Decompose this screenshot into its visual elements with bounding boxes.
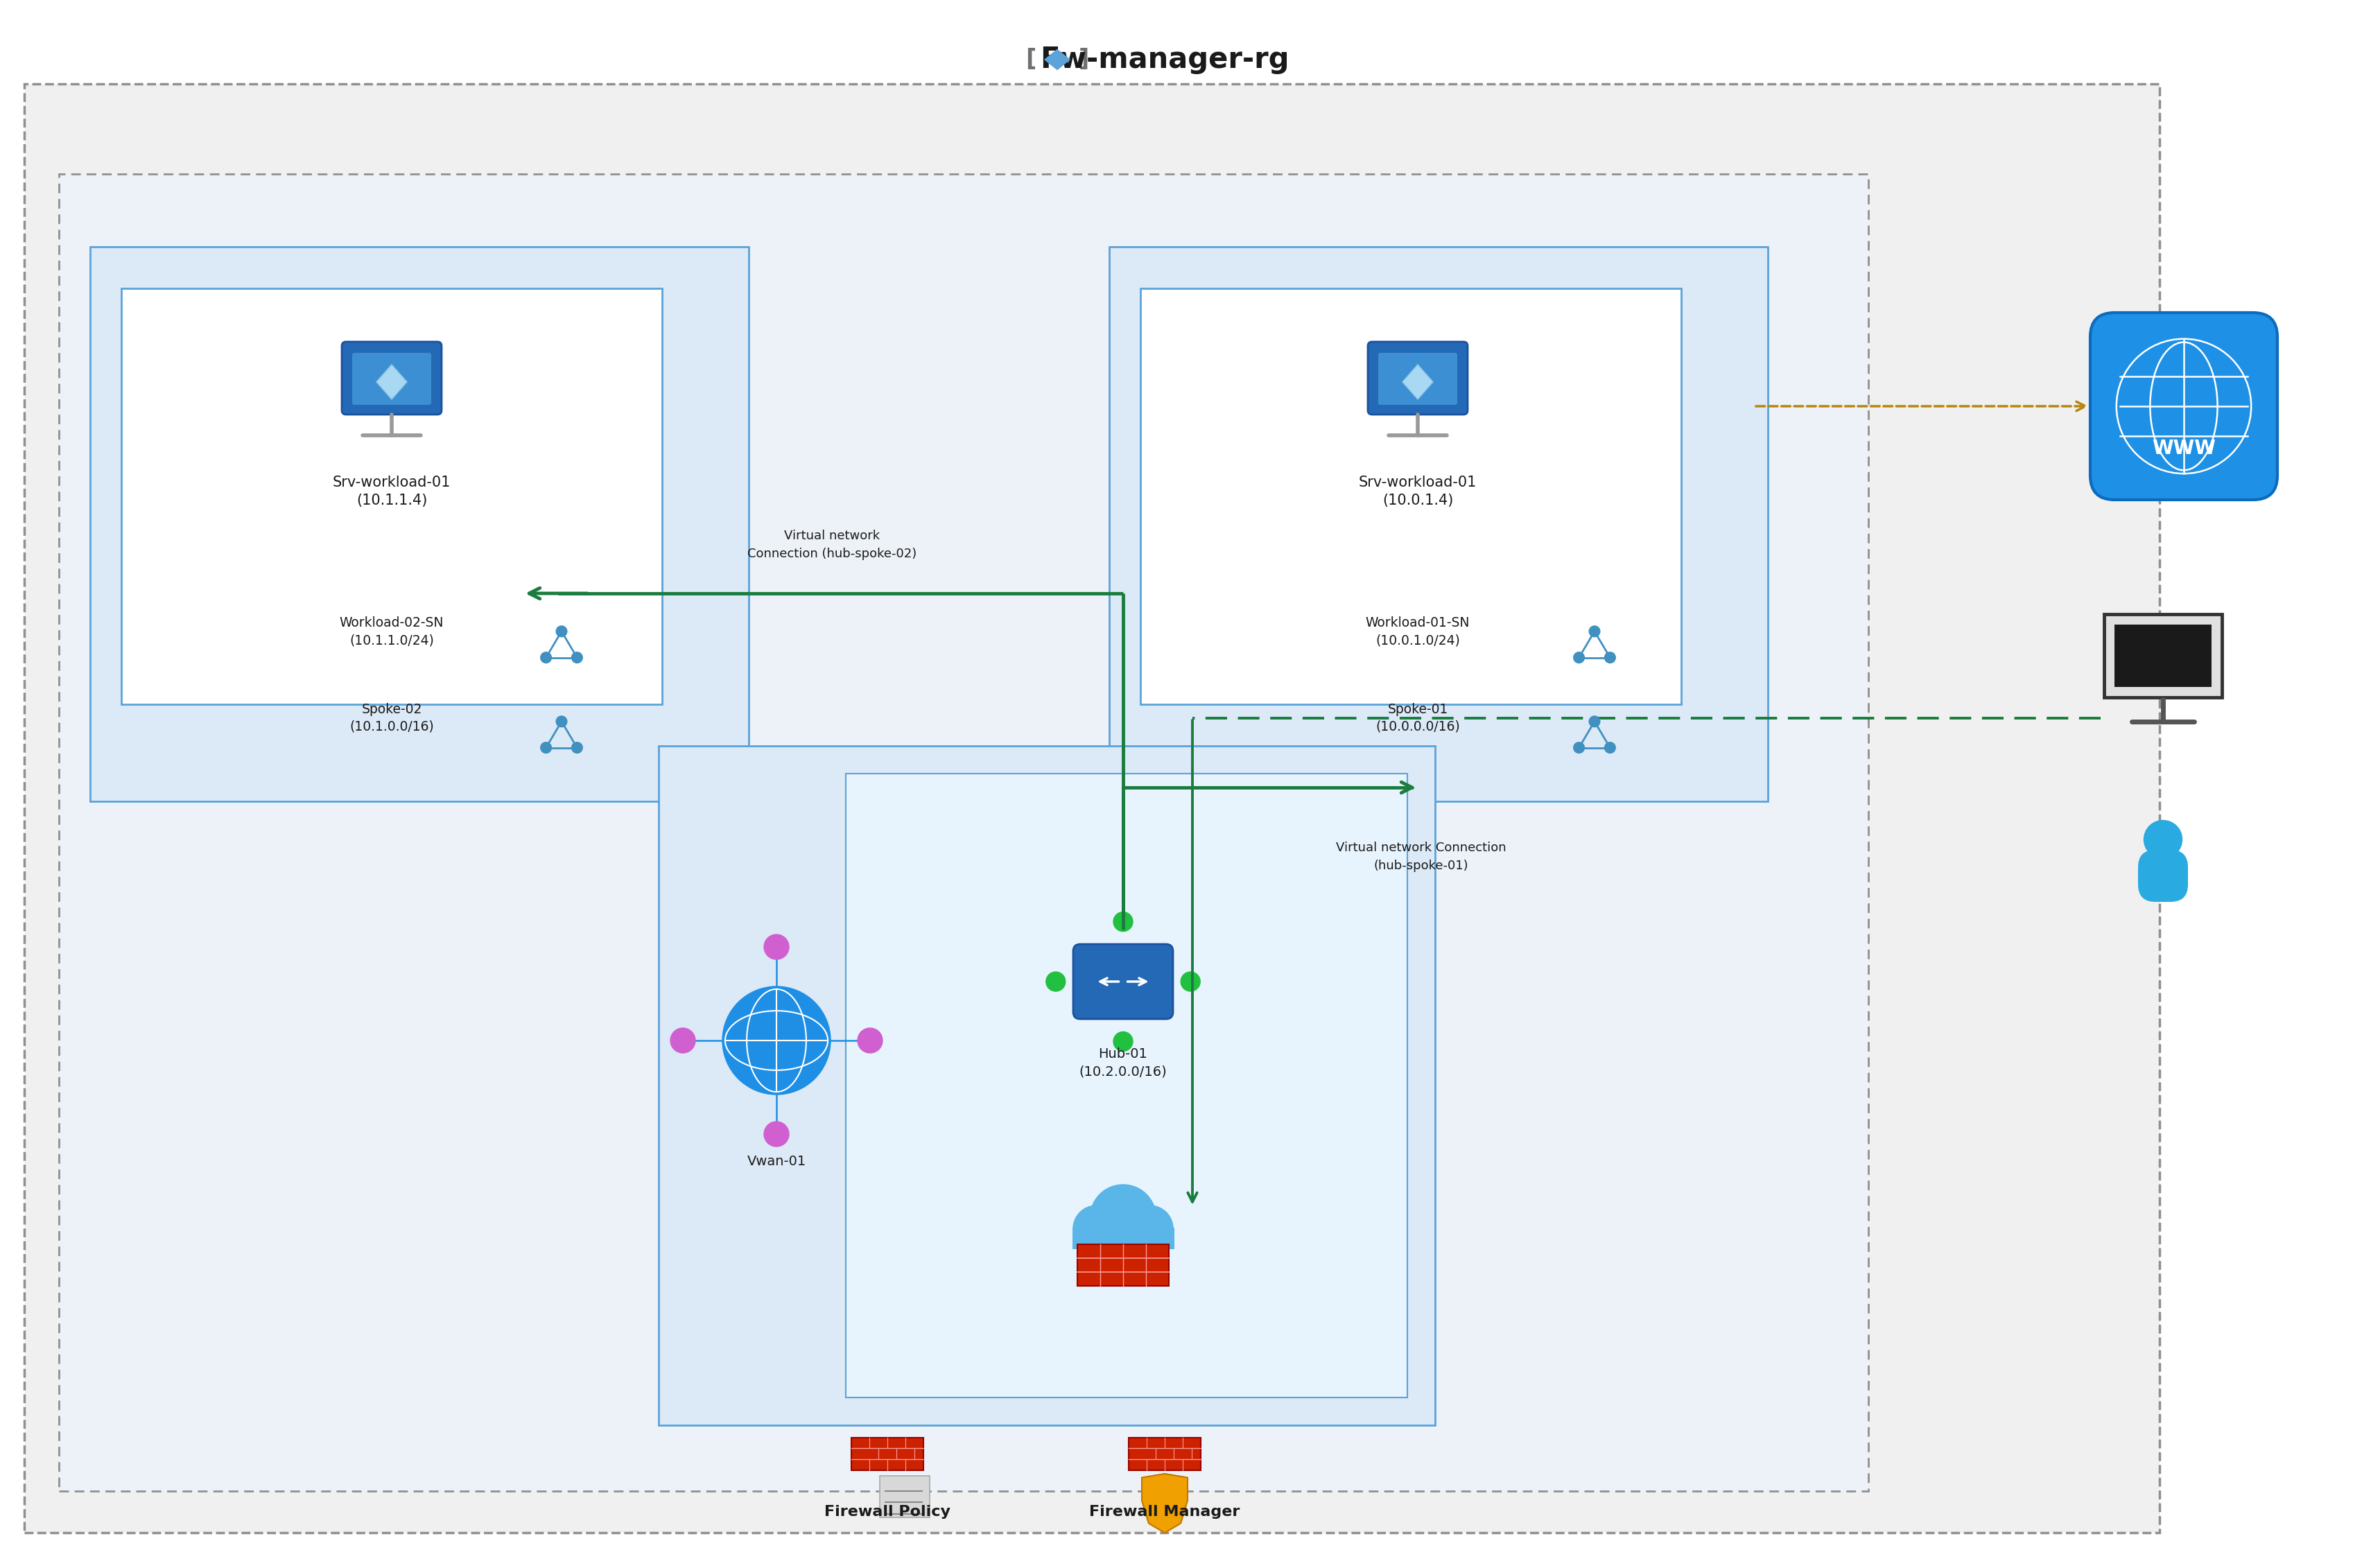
Circle shape <box>1573 653 1585 663</box>
Bar <box>121 288 662 704</box>
Bar <box>24 84 2159 1533</box>
Text: Workload-01-SN
(10.0.1.0/24): Workload-01-SN (10.0.1.0/24) <box>1366 617 1471 646</box>
Bar <box>1128 1437 1202 1469</box>
Bar <box>852 1437 923 1469</box>
Circle shape <box>1590 626 1599 637</box>
Circle shape <box>724 986 831 1094</box>
Text: ]: ] <box>1078 48 1090 71</box>
Text: Hub-01
(10.2.0.0/16): Hub-01 (10.2.0.0/16) <box>1078 1048 1166 1077</box>
Polygon shape <box>376 364 407 400</box>
Text: Spoke-02
(10.1.0.0/16): Spoke-02 (10.1.0.0/16) <box>350 702 433 733</box>
Circle shape <box>1573 742 1585 753</box>
FancyBboxPatch shape <box>1368 341 1468 414</box>
Circle shape <box>557 716 566 727</box>
Bar <box>1140 288 1680 704</box>
Text: Workload-02-SN
(10.1.1.0/24): Workload-02-SN (10.1.1.0/24) <box>340 617 443 646</box>
Circle shape <box>571 742 583 753</box>
Bar <box>881 1476 928 1517</box>
Text: WWW: WWW <box>2152 439 2216 459</box>
Circle shape <box>557 626 566 637</box>
Text: Virtual network Connection
(hub-spoke-01): Virtual network Connection (hub-spoke-01… <box>1335 842 1507 871</box>
Text: Vwan-01: Vwan-01 <box>747 1155 807 1169</box>
Circle shape <box>1604 742 1616 753</box>
Circle shape <box>1073 1206 1119 1252</box>
FancyBboxPatch shape <box>343 341 443 414</box>
Text: Srv-workload-01
(10.0.1.4): Srv-workload-01 (10.0.1.4) <box>1359 476 1478 508</box>
Text: Virtual network
Connection (hub-spoke-02): Virtual network Connection (hub-spoke-02… <box>747 530 916 560</box>
Polygon shape <box>1045 50 1069 70</box>
FancyBboxPatch shape <box>1073 944 1173 1018</box>
Text: [: [ <box>1026 48 1035 71</box>
Circle shape <box>857 1028 883 1052</box>
Circle shape <box>764 1122 788 1147</box>
Bar <box>60 174 1868 1491</box>
Polygon shape <box>1402 364 1433 400</box>
Circle shape <box>540 653 552 663</box>
Bar <box>845 773 1407 1398</box>
FancyBboxPatch shape <box>352 353 431 405</box>
Circle shape <box>1045 972 1066 992</box>
Bar <box>90 246 750 801</box>
Bar <box>2104 614 2223 698</box>
Circle shape <box>1114 1032 1133 1051</box>
Circle shape <box>2144 820 2182 859</box>
Circle shape <box>764 935 788 959</box>
Circle shape <box>1126 1206 1173 1252</box>
Circle shape <box>571 653 583 663</box>
Text: Srv-workload-01
(10.1.1.4): Srv-workload-01 (10.1.1.4) <box>333 476 450 508</box>
Circle shape <box>1590 716 1599 727</box>
Circle shape <box>1114 911 1133 932</box>
FancyBboxPatch shape <box>1378 353 1457 405</box>
Bar <box>2113 625 2211 687</box>
FancyBboxPatch shape <box>2137 849 2187 902</box>
Text: Firewall Policy: Firewall Policy <box>823 1505 950 1519</box>
Bar <box>1078 1245 1169 1285</box>
Polygon shape <box>1142 1474 1188 1533</box>
Bar <box>659 746 1435 1424</box>
Text: Firewall Manager: Firewall Manager <box>1090 1505 1240 1519</box>
Circle shape <box>671 1028 695 1052</box>
Bar <box>1109 246 1768 801</box>
Bar <box>1071 1228 1173 1249</box>
Text: Fw-manager-rg: Fw-manager-rg <box>1040 45 1290 74</box>
FancyBboxPatch shape <box>2090 313 2278 499</box>
Circle shape <box>1604 653 1616 663</box>
Text: Spoke-01
(10.0.0.0/16): Spoke-01 (10.0.0.0/16) <box>1376 702 1459 733</box>
Circle shape <box>1180 972 1200 992</box>
Circle shape <box>1090 1184 1157 1251</box>
Circle shape <box>540 742 552 753</box>
